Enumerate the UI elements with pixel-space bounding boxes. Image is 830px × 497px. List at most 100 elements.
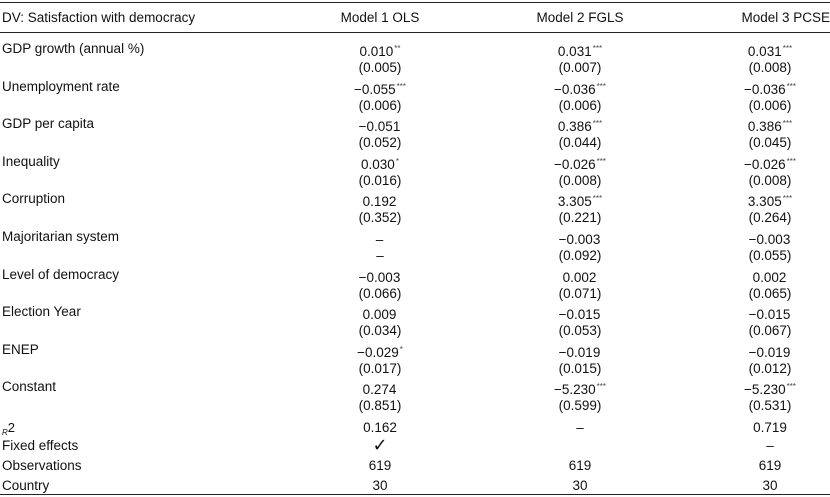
standard-error-m1: (0.851) (358, 398, 402, 413)
coefficient-m3: −5.230*** (720, 379, 820, 398)
coefficient-value: −0.003 (558, 232, 601, 247)
coefficient-value: −5.230 (553, 382, 596, 397)
significance-stars: *** (592, 194, 603, 203)
variable-label: GDP growth (annual %) (2, 41, 145, 56)
standard-error-m1: (0.052) (358, 135, 402, 150)
significance-stars: *** (592, 44, 603, 53)
standard-error-m1: (0.006) (358, 98, 402, 113)
coefficient-value: −0.015 (558, 307, 601, 322)
standard-error-m3: (0.065) (748, 286, 792, 301)
r2-m2: – (576, 420, 584, 435)
standard-error-m3: (0.008) (748, 60, 792, 75)
coefficient-m3: −0.026*** (720, 154, 820, 173)
coefficient-m1: −0.051 (330, 116, 430, 135)
coefficient-value: −0.036 (743, 82, 786, 97)
variable-label: Unemployment rate (2, 79, 120, 94)
coefficient-m2: −0.026*** (530, 154, 630, 173)
standard-error-m1: (0.016) (358, 173, 402, 188)
fixed-effects-check-icon: ✓ (372, 435, 388, 455)
standard-error-m2: (0.053) (558, 323, 602, 338)
bottom-rule (0, 494, 830, 495)
coefficient-value: 0.031 (747, 44, 782, 59)
standard-error-m1: (0.352) (358, 210, 402, 225)
coefficient-value: −0.015 (748, 307, 791, 322)
variable-label: Level of democracy (2, 267, 120, 282)
significance-stars: *** (782, 194, 793, 203)
coefficient-value: 0.002 (752, 270, 787, 285)
coefficient-m1: 0.030* (330, 154, 430, 173)
variable-label: Corruption (2, 191, 66, 206)
coefficient-m1: 0.192 (330, 191, 430, 210)
r2-label: R2 (2, 420, 15, 441)
significance-stars: *** (396, 82, 406, 91)
coefficient-m1: – (330, 229, 430, 248)
coefficient-value: 0.002 (562, 270, 597, 285)
coefficient-m1: 0.274 (330, 379, 430, 398)
coefficient-value: 0.386 (747, 119, 782, 134)
variable-label: GDP per capita (2, 116, 95, 131)
coefficient-value: −0.051 (358, 119, 401, 134)
significance-stars: *** (782, 44, 793, 53)
coefficient-value: −0.026 (743, 157, 786, 172)
coefficient-m3: 0.031*** (720, 41, 820, 60)
coefficient-value: 0.010 (359, 44, 394, 59)
significance-stars: * (395, 157, 399, 166)
r2-m3: 0.719 (753, 420, 787, 435)
standard-error-m3: (0.531) (748, 398, 792, 413)
standard-error-m3: (0.008) (748, 173, 792, 188)
coefficient-m2: 0.002 (530, 267, 630, 286)
coefficient-m2: −0.036*** (530, 79, 630, 98)
standard-error-m2: (0.071) (558, 286, 602, 301)
header-rule (0, 32, 830, 33)
coefficient-m2: −0.003 (530, 229, 630, 248)
dv-header: DV: Satisfaction with democracy (2, 10, 196, 25)
coefficient-m2: 0.386*** (530, 116, 630, 135)
coefficient-m3: −0.015 (720, 304, 820, 323)
country-m3: 30 (762, 478, 778, 493)
standard-error-m2: (0.015) (558, 361, 602, 376)
coefficient-m3: 3.305*** (720, 191, 820, 210)
standard-error-m1: (0.066) (358, 286, 402, 301)
coefficient-m1: −0.003 (330, 267, 430, 286)
model1-header: Model 1 OLS (340, 10, 420, 25)
coefficient-value: −0.003 (748, 232, 791, 247)
coefficient-value: −5.230 (743, 382, 786, 397)
country-label: Country (2, 478, 50, 493)
coefficient-m3: −0.003 (720, 229, 820, 248)
significance-stars: *** (596, 382, 606, 391)
variable-label: Constant (2, 379, 57, 394)
coefficient-value: – (375, 232, 384, 247)
observations-label: Observations (2, 458, 82, 473)
coefficient-value: 3.305 (747, 194, 782, 209)
country-m1: 30 (372, 478, 388, 493)
r2-label-sub: R (2, 428, 8, 437)
significance-stars: *** (786, 157, 796, 166)
coefficient-value: 3.305 (557, 194, 592, 209)
coefficient-value: −0.003 (358, 270, 401, 285)
model3-header: Model 3 PCSE (741, 10, 830, 25)
coefficient-m2: −0.015 (530, 304, 630, 323)
variable-label: Inequality (2, 154, 60, 169)
standard-error-m2: (0.221) (558, 210, 602, 225)
observations-m1: 619 (368, 458, 392, 473)
coefficient-value: 0.192 (362, 194, 397, 209)
significance-stars: *** (786, 82, 796, 91)
coefficient-value: −0.055 (353, 82, 396, 97)
variable-label: Election Year (2, 304, 81, 319)
standard-error-m2: (0.092) (558, 248, 602, 263)
coefficient-value: 0.031 (557, 44, 592, 59)
observations-m3: 619 (758, 458, 782, 473)
standard-error-m3: (0.055) (748, 248, 792, 263)
coefficient-m3: 0.002 (720, 267, 820, 286)
variable-label: Majoritarian system (2, 229, 120, 244)
significance-stars: *** (596, 82, 606, 91)
standard-error-m3: (0.045) (748, 135, 792, 150)
standard-error-m2: (0.006) (558, 98, 602, 113)
standard-error-m2: (0.044) (558, 135, 602, 150)
standard-error-m2: (0.007) (558, 60, 602, 75)
coefficient-m2: −0.019 (530, 342, 630, 361)
coefficient-value: −0.026 (553, 157, 596, 172)
country-m2: 30 (572, 478, 588, 493)
coefficient-value: −0.019 (748, 345, 791, 360)
coefficient-value: 0.386 (557, 119, 592, 134)
